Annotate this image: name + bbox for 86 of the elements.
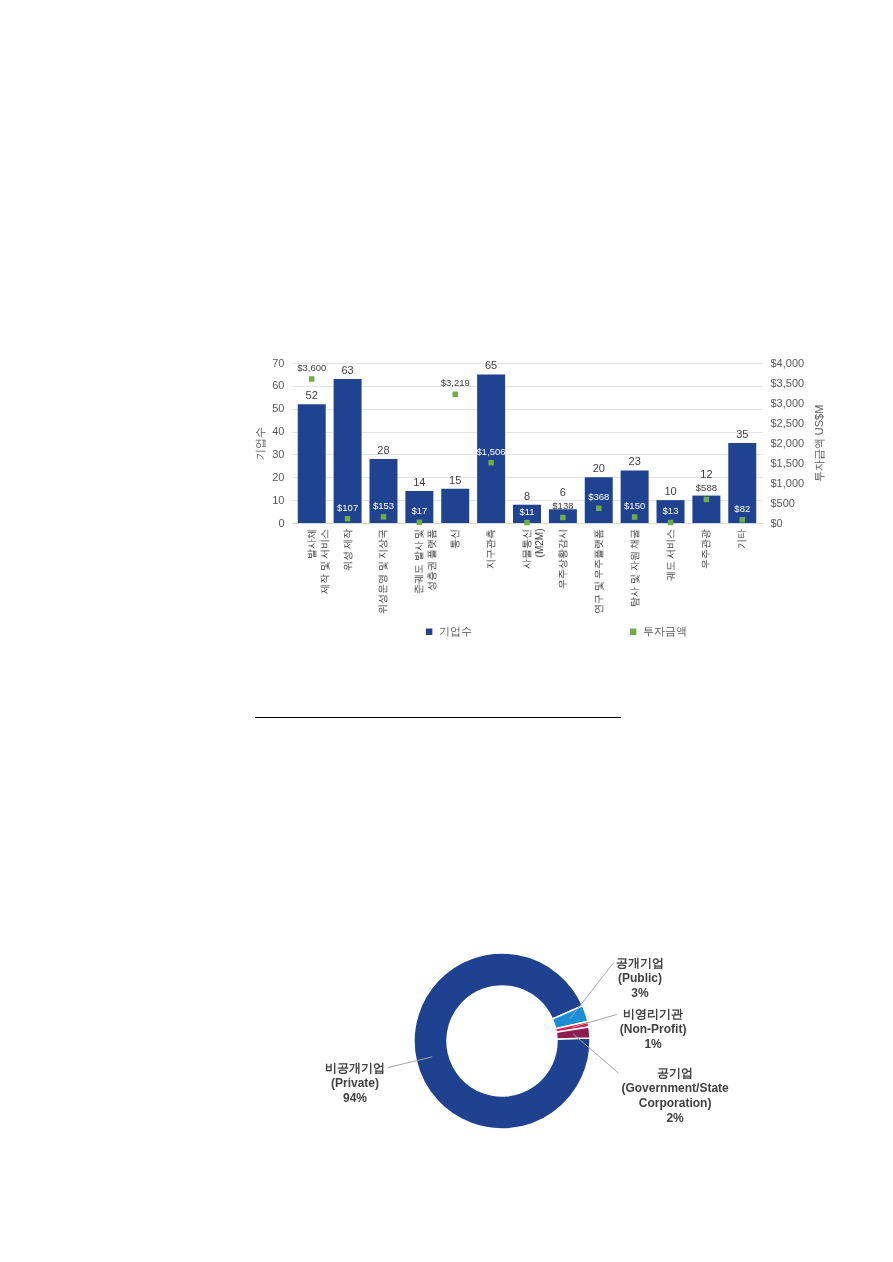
y2-tick-label: $3,500 <box>770 376 805 389</box>
y2-tick-label: $1,500 <box>770 456 805 469</box>
x-tick-label: 사물통신 (M2M) <box>521 528 545 569</box>
data-label: 15 <box>449 473 462 486</box>
legend-label: 투자금액 <box>642 624 687 637</box>
data-label: $107 <box>337 501 359 513</box>
point <box>380 514 387 520</box>
data-label: 94% <box>342 1090 368 1105</box>
data-label: 52 <box>305 389 318 402</box>
data-label: $368 <box>588 491 610 503</box>
y2-tick-label: $2,500 <box>770 416 805 429</box>
point <box>308 376 315 382</box>
data-label: 6 <box>559 486 566 499</box>
point <box>631 514 638 520</box>
bar <box>333 379 362 523</box>
y2-tick-label: $0 <box>770 516 783 529</box>
x-tick-label: 궤도 서비스 <box>664 528 676 582</box>
bar <box>728 443 757 523</box>
data-label: $3,600 <box>297 362 327 373</box>
x-tick-label: 우주상황감시 <box>556 528 568 589</box>
y-tick-label: 50 <box>272 402 285 415</box>
data-label: 10 <box>664 485 677 498</box>
y2-tick-label: $2,000 <box>770 436 805 449</box>
data-label: $82 <box>734 502 751 514</box>
slice-label: 비영리기관 (Non-Profit) <box>619 1007 687 1037</box>
bar <box>692 495 721 523</box>
point <box>524 519 530 526</box>
bar <box>297 404 326 523</box>
donut-slice <box>413 952 591 1130</box>
y-tick-label: 40 <box>272 425 285 438</box>
data-label: 2% <box>666 1110 685 1125</box>
y-tick-label: 70 <box>272 356 285 369</box>
y2-tick-label: $500 <box>770 496 795 509</box>
data-label: 63 <box>341 364 354 376</box>
y2-tick-label: $1,000 <box>770 476 805 489</box>
data-label: $138 <box>552 500 574 512</box>
bar <box>405 491 434 523</box>
y2-tick-label: $3,000 <box>770 396 805 409</box>
y2-axis-title: 투자금액 US$M <box>813 404 826 483</box>
data-label: 3% <box>631 986 649 1001</box>
data-label: 14 <box>413 476 426 488</box>
data-label: $11 <box>519 505 535 517</box>
data-label: 23 <box>628 455 641 468</box>
data-label: 65 <box>485 359 498 372</box>
y-tick-label: 0 <box>278 516 285 529</box>
bar <box>369 459 398 523</box>
x-tick-label: 우주관광 <box>700 528 712 569</box>
bar <box>620 470 649 523</box>
x-tick-label: 지구관측 <box>485 528 497 569</box>
bar <box>548 509 577 523</box>
x-tick-label: 준궤도 발사 및 성층권 플랫폼 <box>413 528 438 595</box>
point <box>488 460 494 466</box>
x-tick-label: 위성운영 및 지상국 <box>377 528 389 615</box>
y-axis-title: 기업수 <box>254 427 267 460</box>
x-tick-label: 기타 <box>736 528 748 549</box>
data-label: 35 <box>736 428 749 440</box>
x-tick-label: 발사체 제작 및 서비스 <box>305 528 330 595</box>
y-tick-label: 30 <box>272 447 285 460</box>
slice-label: 공개기업 (Public) <box>616 956 664 986</box>
y-tick-label: 10 <box>272 493 285 506</box>
slice-label: 공기업 (Government/State Corporation) <box>621 1065 730 1110</box>
data-label: 20 <box>592 462 605 475</box>
bar <box>584 477 613 523</box>
data-label: $588 <box>695 482 717 494</box>
x-tick-label: 위성 제작 <box>341 528 353 572</box>
y2-tick-label: $4,000 <box>770 356 805 369</box>
data-label: 12 <box>700 468 713 481</box>
data-label: $1,506 <box>476 445 506 457</box>
x-tick-label: 탐사 및 자원 채굴 <box>628 528 640 607</box>
slice-label: 비공개기업 (Private) <box>324 1060 385 1090</box>
data-label: $153 <box>372 499 395 511</box>
data-label: 8 <box>523 489 531 502</box>
data-label: 28 <box>377 444 390 456</box>
legend-label: 기업수 <box>438 624 472 637</box>
bar <box>477 374 506 523</box>
x-tick-label: 연구 및 우주플랫폼 <box>592 528 604 615</box>
data-label: $150 <box>624 500 646 511</box>
data-label: $13 <box>662 505 679 517</box>
y-tick-label: 60 <box>272 379 285 392</box>
data-label: $17 <box>411 505 428 517</box>
bar <box>441 488 470 523</box>
data-label: 1% <box>644 1037 663 1052</box>
y-tick-label: 20 <box>272 470 285 483</box>
data-label: $3,219 <box>440 377 470 389</box>
x-tick-label: 통신 <box>449 528 461 549</box>
point <box>560 514 566 521</box>
